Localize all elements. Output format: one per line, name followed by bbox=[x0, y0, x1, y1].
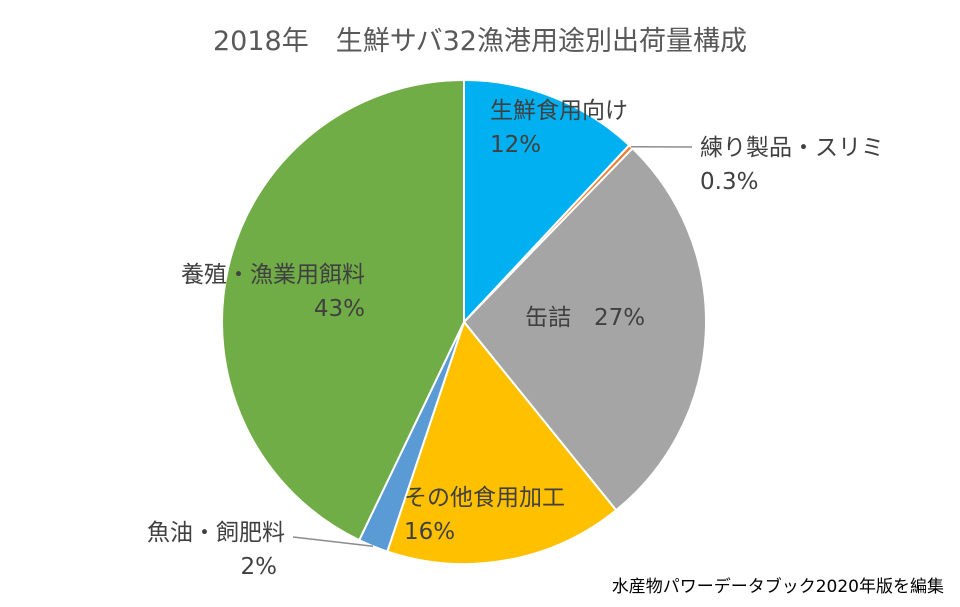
slice-label-value: 12% bbox=[490, 132, 541, 158]
slice-label-name: 養殖・漁業用餌料 bbox=[181, 262, 365, 288]
source-note: 水産物パワーデータブック2020年版を編集 bbox=[612, 576, 944, 597]
chart-title: 2018年 生鮮サバ32漁港用途別出荷量構成 bbox=[213, 26, 747, 57]
slice-label-value: 16% bbox=[404, 519, 455, 545]
slice-label-value: 2% bbox=[241, 554, 278, 580]
slice-label-name: 魚油・飼肥料 bbox=[147, 520, 285, 546]
slice-label-value: 43% bbox=[314, 296, 365, 322]
slice-label-value: 0.3% bbox=[700, 169, 758, 195]
slice-label-name: 練り製品・スリミ bbox=[700, 135, 884, 161]
slice-label-name: 生鮮食用向け bbox=[490, 98, 628, 124]
slice-label-name: その他食用加工 bbox=[404, 485, 565, 511]
slice-label: 缶詰 27% bbox=[525, 305, 645, 331]
